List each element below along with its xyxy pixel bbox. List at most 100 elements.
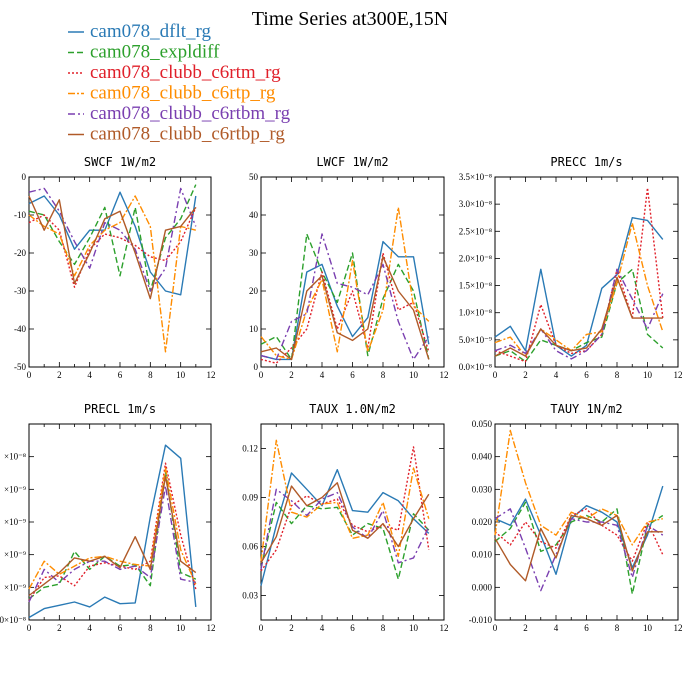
y-tick-label: 3.5×10⁻⁸ [459,172,492,182]
x-tick-label: 4 [320,623,325,633]
series-line-cam078_expldiff [494,501,664,595]
series-line-cam078_clubb_c6rtm_rg [494,508,664,562]
legend-label-cam078_clubb_c6rtbm_rg: cam078_clubb_c6rtbm_rg [90,103,291,124]
series-line-cam078_expldiff [28,184,197,292]
x-tick-label: 8 [381,370,386,380]
y-tick-label: 0.020 [472,517,493,527]
y-tick-label: 1.5×10⁻⁸ [459,281,492,291]
panel-3: PRECC 1m/s 0 2 4 6 8 10 12 0.0×10⁻⁸ 5.0×10⁻⁹ 1.0×1… [459,155,683,380]
x-tick-label: 8 [148,370,153,380]
legend-label-cam078_clubb_c6rtbp_rg: cam078_clubb_c6rtbp_rg [90,124,285,145]
series-line-cam078_clubb_c6rtm_rg [28,207,197,288]
x-tick-label: 4 [554,370,559,380]
figure-title: Time Series at300E,15N [252,8,448,30]
x-tick-label: 4 [87,370,92,380]
panel-1: SWCF 1W/m2 0 2 4 6 8 10 12 0 -10 -20 -30 -40 -50 [14,155,216,380]
series-line-cam078_clubb_c6rtbm_rg [28,485,196,603]
series-line-cam078_expldiff [260,501,430,580]
series-line-cam078_clubb_c6rtbm_rg [260,233,430,361]
x-tick-label: 8 [615,623,620,633]
y-tick-label: 0.030 [472,484,493,494]
x-tick-label: 0 [27,623,32,633]
series-line-cam078_clubb_c6rtbp_rg [28,195,197,300]
y-tick-label: -30 [14,286,26,296]
y-tick-label: 50 [249,172,259,182]
y-tick-label: 0.040 [472,452,493,462]
panel-6: TAUY 1N/m2 0 2 4 6 8 10 12 -0.010 0.000 0.010 0.020… [469,402,683,633]
x-tick-label: 12 [674,370,683,380]
x-tick-label: 10 [643,370,653,380]
x-tick-label: 4 [320,370,325,380]
series-line-cam078_clubb_c6rtbp_rg [494,514,663,582]
y-tick-label: 0.000 [472,582,493,592]
y-tick-label: ×10⁻⁹ [4,550,26,560]
panel-title: LWCF 1W/m2 [316,155,388,169]
y-tick-label: -20 [14,248,26,258]
y-tick-label: 0.0×10⁻⁸ [459,362,492,372]
y-tick-label: 1.0×10⁻⁸ [459,308,492,318]
y-tick-label: 10 [249,324,259,334]
series-line-cam078_dflt_rg [494,216,664,357]
panel-title: PRECC 1m/s [550,155,622,169]
legend-label-cam078_expldiff: cam078_expldiff [90,42,220,63]
x-tick-label: 12 [674,623,683,633]
x-tick-label: 4 [87,623,92,633]
panels: SWCF 1W/m2 0 2 4 6 8 10 12 0 -10 -20 -30 -40 -50 LWCF … [0,155,683,633]
y-tick-label: 0.03 [242,591,258,601]
series-line-cam078_expldiff [28,470,197,600]
x-tick-label: 2 [57,623,62,633]
series-line-cam078_clubb_c6rtp_rg [28,467,197,590]
x-tick-label: 6 [118,623,123,633]
y-tick-label: -0.010 [469,615,493,625]
x-tick-label: 6 [584,370,589,380]
series-line-cam078_clubb_c6rtbm_rg [494,508,664,592]
legend: cam078_dflt_rgcam078_expldiffcam078_club… [68,21,291,145]
panel-2: LWCF 1W/m2 0 2 4 6 8 10 12 0 10 20 30 40 50 [249,155,449,380]
series-line-cam078_clubb_c6rtbp_rg [28,475,197,597]
y-tick-label: 0 [254,362,259,372]
series-line-cam078_clubb_c6rtp_rg [494,429,663,546]
series-line-cam078_clubb_c6rtm_rg [28,462,197,601]
y-tick-label: ×10⁻⁹ [4,517,26,527]
x-tick-label: 0 [259,370,264,380]
series-line-cam078_dflt_rg [260,469,430,586]
x-tick-label: 8 [615,370,620,380]
x-tick-label: 6 [118,370,123,380]
x-tick-label: 8 [381,623,386,633]
plot-frame [494,176,679,368]
series-line-cam078_clubb_c6rtp_rg [494,222,664,357]
x-tick-label: 2 [523,370,528,380]
y-tick-label: 0×10⁻⁸ [0,615,26,625]
series-line-cam078_clubb_c6rtbm_rg [494,268,664,360]
x-tick-label: 12 [440,623,449,633]
x-tick-label: 10 [643,623,653,633]
x-tick-label: 12 [440,370,449,380]
y-tick-label: 0.09 [242,493,258,503]
x-tick-label: 6 [584,623,589,633]
y-tick-label: 2.5×10⁻⁸ [459,226,492,236]
x-tick-label: 2 [57,370,62,380]
series-line-cam078_clubb_c6rtm_rg [260,252,430,364]
y-tick-label: ×10⁻⁸ [4,452,26,462]
x-tick-label: 4 [554,623,559,633]
y-tick-label: 20 [249,286,259,296]
x-tick-label: 6 [350,370,355,380]
series-line-cam078_clubb_c6rtbp_rg [260,482,430,564]
y-tick-label: 5.0×10⁻⁹ [459,335,492,345]
x-tick-label: 10 [409,370,419,380]
y-tick-label: 0.050 [472,419,493,429]
panel-4: PRECL 1m/s 0 2 4 6 8 10 12 0×10⁻⁸ ×10⁻⁹ ×10⁻⁹ ×10⁻⁹… [0,402,216,633]
series-line-cam078_dflt_rg [260,240,430,361]
legend-label-cam078_dflt_rg: cam078_dflt_rg [90,21,212,42]
series-line-cam078_dflt_rg [28,444,197,619]
legend-label-cam078_clubb_c6rtm_rg: cam078_clubb_c6rtm_rg [90,62,281,83]
x-tick-label: 10 [176,623,186,633]
series-line-cam078_expldiff [494,268,664,363]
y-tick-label: 3.0×10⁻⁸ [459,199,492,209]
y-tick-label: 0.010 [472,550,493,560]
plot-frame [28,423,212,621]
series-line-cam078_clubb_c6rtp_rg [28,195,196,353]
x-tick-label: 10 [176,370,186,380]
panel-title: TAUX 1.0N/m2 [309,402,396,416]
